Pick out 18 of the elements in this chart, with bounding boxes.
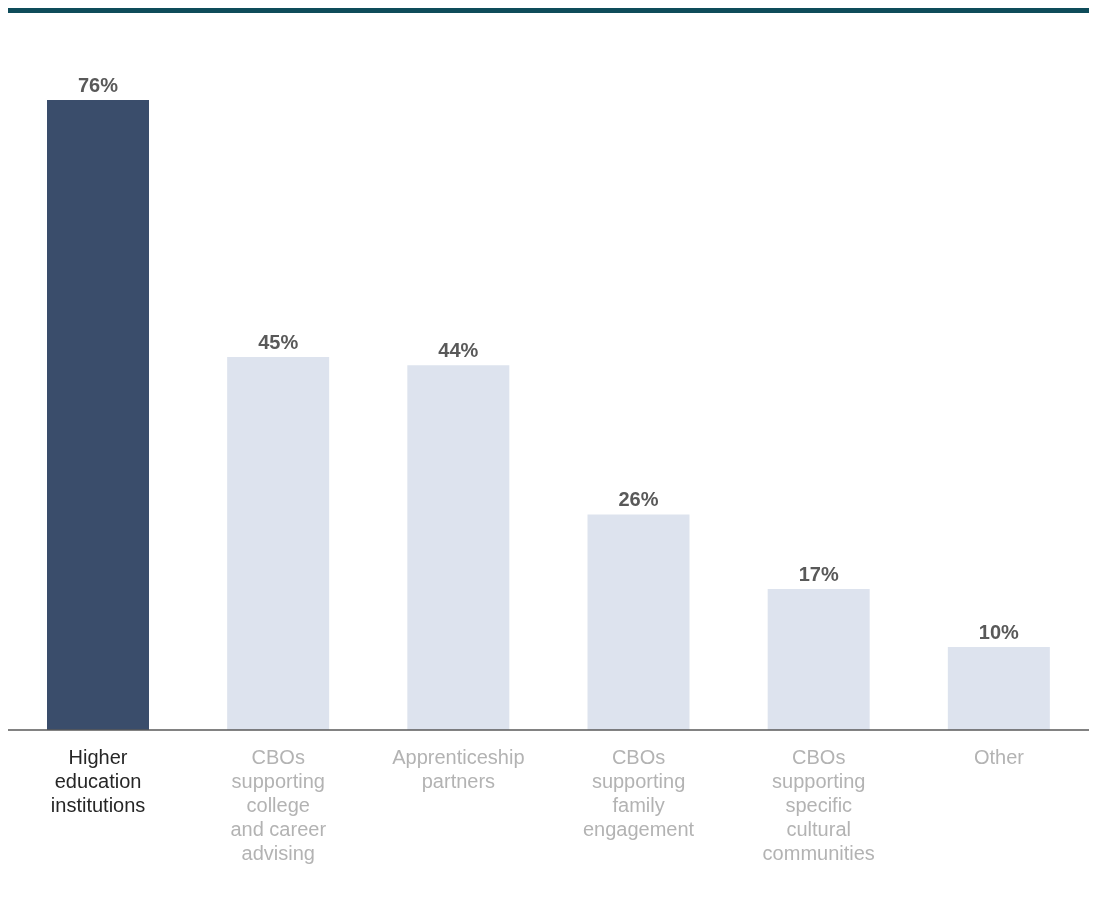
data-label: 44% bbox=[438, 339, 479, 362]
x-tick-label: Other bbox=[973, 746, 1025, 768]
bar bbox=[587, 514, 690, 730]
data-label: 17% bbox=[798, 563, 839, 586]
data-label: 76% bbox=[77, 74, 119, 96]
bar bbox=[947, 647, 1050, 730]
data-label: 26% bbox=[618, 488, 659, 511]
data-label: 45% bbox=[258, 330, 299, 353]
bar bbox=[407, 365, 510, 730]
data-label: 10% bbox=[978, 621, 1020, 644]
x-tick-label: Higher education institutions bbox=[50, 746, 146, 816]
x-tick-label: CBOs supporting college and career advising bbox=[230, 746, 327, 864]
bar bbox=[227, 356, 330, 730]
bar bbox=[47, 100, 149, 730]
bar bbox=[767, 589, 870, 730]
x-tick-label: Apprenticeship partners bbox=[392, 746, 525, 792]
x-tick-label: CBOs supporting specific cultural communities bbox=[762, 746, 875, 864]
x-tick-label: CBOs supporting family engagement bbox=[582, 746, 695, 840]
